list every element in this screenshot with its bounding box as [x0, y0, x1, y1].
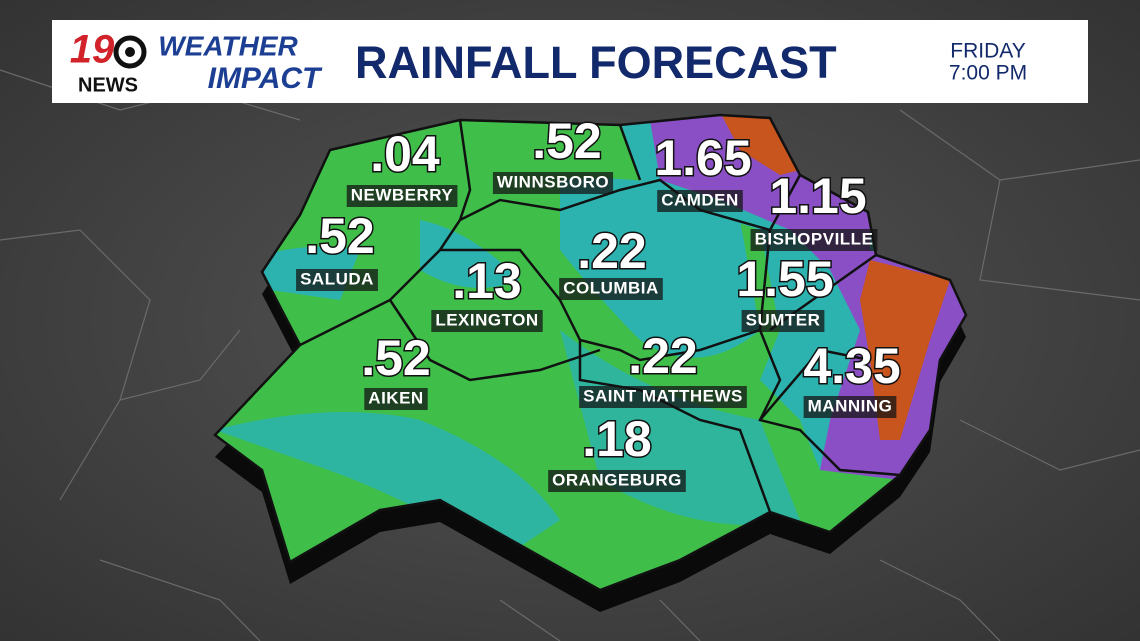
logo-number: 19 — [70, 28, 115, 72]
rainfall-value: .18 — [582, 411, 652, 467]
name-plate — [741, 310, 825, 332]
name-plate — [657, 190, 743, 212]
city-name: COLUMBIA — [563, 278, 659, 297]
rainfall-value: 1.55 — [736, 251, 833, 307]
name-plate — [492, 172, 614, 194]
city-name: AIKEN — [368, 388, 423, 407]
city-name: SAINT MATTHEWS — [583, 386, 743, 405]
logo-pupil — [125, 47, 135, 57]
rainfall-value: 4.35 — [803, 338, 900, 394]
day: FRIDAY — [950, 40, 1025, 63]
name-plate — [548, 470, 686, 492]
rainfall-value: 1.15 — [769, 168, 866, 224]
logo-network: NEWS — [78, 74, 138, 96]
city-name: NEWBERRY — [351, 185, 454, 204]
city-name: BISHOPVILLE — [755, 229, 874, 248]
name-plate — [803, 396, 897, 418]
name-plate — [346, 185, 458, 207]
rainfall-value: .52 — [361, 330, 431, 386]
name-plate — [579, 386, 747, 408]
city-name: WINNSBORO — [497, 172, 609, 191]
city-name: SUMTER — [746, 310, 821, 329]
name-plate — [431, 310, 543, 332]
header-bar — [52, 20, 1088, 103]
logo-eye — [113, 35, 147, 69]
rainfall-value: .52 — [532, 113, 602, 169]
rainfall-value: .22 — [628, 328, 698, 384]
name-plate — [296, 269, 378, 291]
title: RAINFALL FORECAST — [355, 37, 837, 88]
time: 7:00 PM — [949, 62, 1027, 85]
city-name: LEXINGTON — [435, 310, 538, 329]
rainfall-value: .13 — [452, 253, 522, 309]
name-plate — [750, 229, 878, 251]
rainfall-value: .52 — [305, 208, 375, 264]
rainfall-value: 1.65 — [654, 130, 751, 186]
name-plate — [559, 278, 663, 300]
city-name: ORANGEBURG — [552, 470, 682, 489]
rainfall-value: .04 — [370, 126, 440, 182]
city-name: CAMDEN — [661, 190, 739, 209]
brand-top: WEATHER — [158, 30, 298, 61]
rainfall-value: .22 — [577, 223, 647, 279]
name-plate — [364, 388, 428, 410]
city-name: MANNING — [808, 396, 893, 415]
city-name: SALUDA — [300, 269, 374, 288]
brand-bottom: IMPACT — [208, 62, 323, 95]
